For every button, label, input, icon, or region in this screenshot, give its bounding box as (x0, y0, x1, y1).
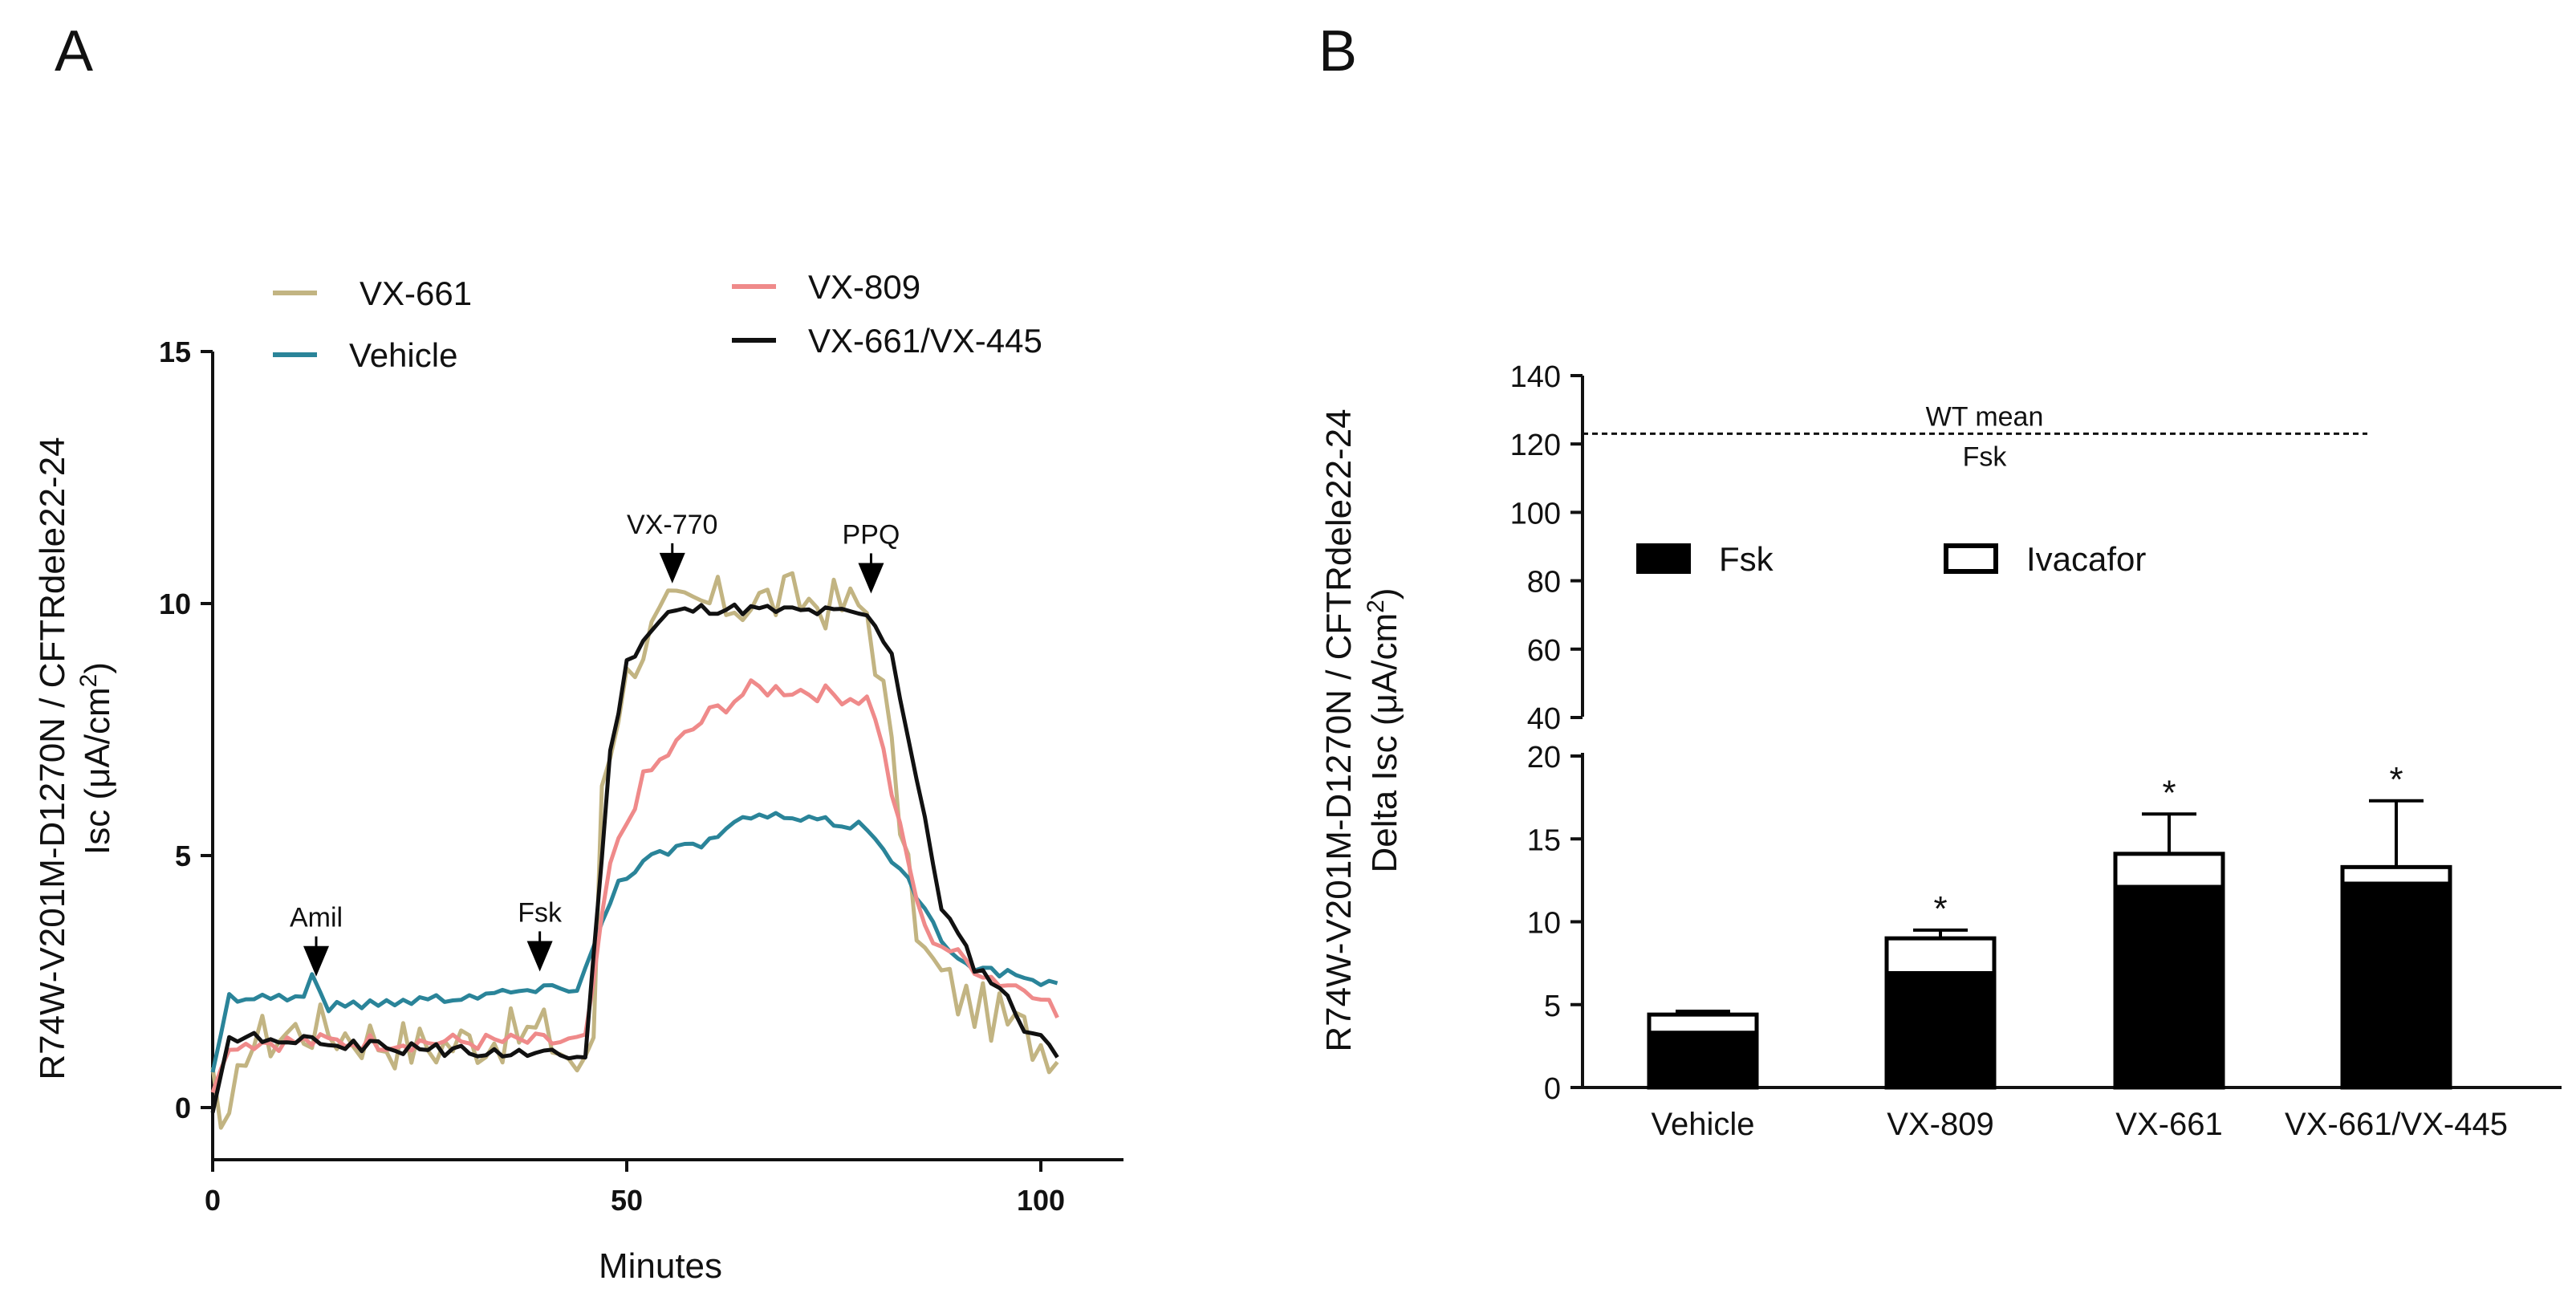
annotation-label-vx-770: VX-770 (627, 510, 717, 540)
bar-ivacafor-vx-809 (1884, 936, 1997, 976)
b-y-tick-label: 0 (1544, 1072, 1561, 1106)
series-line-vx-809 (210, 678, 1059, 1094)
b-y-tick-label: 120 (1510, 429, 1561, 462)
annotation-label-fsk: Fsk (518, 897, 563, 928)
annotation-label-ppq: PPQ (843, 519, 900, 550)
b-y-axis-label-line1: R74W-V201M-D1270N / CFTRdele22-24 (1319, 409, 1359, 1051)
reference-label-line1: WT mean (1926, 401, 2044, 432)
a-y-axis-label-line1: R74W-V201M-D1270N / CFTRdele22-24 (33, 437, 72, 1079)
b-y-tick-label: 100 (1510, 497, 1561, 531)
legend-swatch-fsk (1636, 543, 1691, 574)
a-x-tick-label: 100 (1017, 1184, 1065, 1217)
b-y-tick-label: 60 (1527, 634, 1561, 668)
bar-fsk-vehicle (1647, 1031, 1759, 1090)
a-x-tick-label: 50 (611, 1184, 643, 1217)
legend-label-ivacafor: Ivacafor (2026, 540, 2146, 578)
bar-ivacafor-vx-661 (2113, 852, 2225, 889)
a-x-axis-label: Minutes (599, 1246, 722, 1286)
a-y-tick-label: 5 (175, 840, 191, 872)
b-x-tick-label-vx-661-vx-445: VX-661/VX-445 (2285, 1107, 2508, 1142)
legend-label-vehicle: Vehicle (349, 336, 457, 374)
a-y-axis-label-line2: Isc (μA/cm2) (75, 662, 117, 855)
annotation-label-amil: Amil (290, 903, 343, 933)
annotation-arrow-ppq (858, 563, 884, 594)
significance-star-vx-661-vx-445: * (2389, 760, 2403, 799)
bar-ivacafor-vx-661-vx-445 (2340, 864, 2452, 886)
significance-star-vx-809: * (1933, 889, 1947, 929)
annotation-arrow-fsk (526, 941, 553, 972)
significance-star-vx-661: * (2162, 773, 2176, 812)
bar-ivacafor-vehicle (1647, 1012, 1759, 1035)
legend-label-vx-809: VX-809 (808, 268, 920, 306)
b-y-tick-label: 40 (1527, 702, 1561, 736)
a-y-tick-label: 15 (159, 335, 191, 368)
b-x-tick-label-vx-809: VX-809 (1887, 1107, 1993, 1142)
b-x-tick-label-vehicle: Vehicle (1652, 1107, 1755, 1142)
b-y-tick-label: 15 (1527, 823, 1561, 857)
bar-fsk-vx-661 (2113, 884, 2225, 1090)
bar-fsk-vx-661-vx-445 (2340, 881, 2452, 1090)
b-y-axis-label-line2: Delta Isc (μA/cm2) (1363, 588, 1404, 873)
annotation-arrow-vx-770 (659, 552, 685, 583)
b-y-tick-label: 140 (1510, 360, 1561, 394)
a-y-tick-label: 10 (159, 587, 191, 620)
b-y-tick-label: 20 (1527, 741, 1561, 774)
a-y-tick-label: 0 (175, 1092, 191, 1124)
panel-a-line-chart: 0 5 10 15 0 50 100 Amil Fsk VX-770 PPQ VX-661 Veh… (33, 268, 1123, 1286)
panel-a-label: A (55, 19, 93, 83)
series-line-vx-661-vx-445 (210, 602, 1059, 1113)
reference-label-line2: Fsk (1963, 441, 2008, 472)
b-y-tick-label: 5 (1544, 990, 1561, 1023)
legend-label-vx-661-vx-445: VX-661/VX-445 (808, 322, 1042, 360)
legend-swatch-ivacafor (1944, 543, 1998, 574)
legend-label-vx-661: VX-661 (360, 274, 472, 312)
legend-label-fsk: Fsk (1719, 540, 1774, 578)
bar-fsk-vx-809 (1884, 971, 1997, 1090)
panel-b-label: B (1318, 19, 1357, 83)
panel-b-bar-chart: 0 5 10 15 20 40 60 80 100 120 140 WT mean Fsk * * * V… (1319, 360, 2562, 1142)
a-x-tick-label: 0 (205, 1184, 221, 1217)
b-y-tick-label: 10 (1527, 907, 1561, 941)
b-x-tick-label-vx-661: VX-661 (2115, 1107, 2222, 1142)
annotation-arrow-amil (303, 945, 329, 977)
b-y-tick-label: 80 (1527, 566, 1561, 600)
